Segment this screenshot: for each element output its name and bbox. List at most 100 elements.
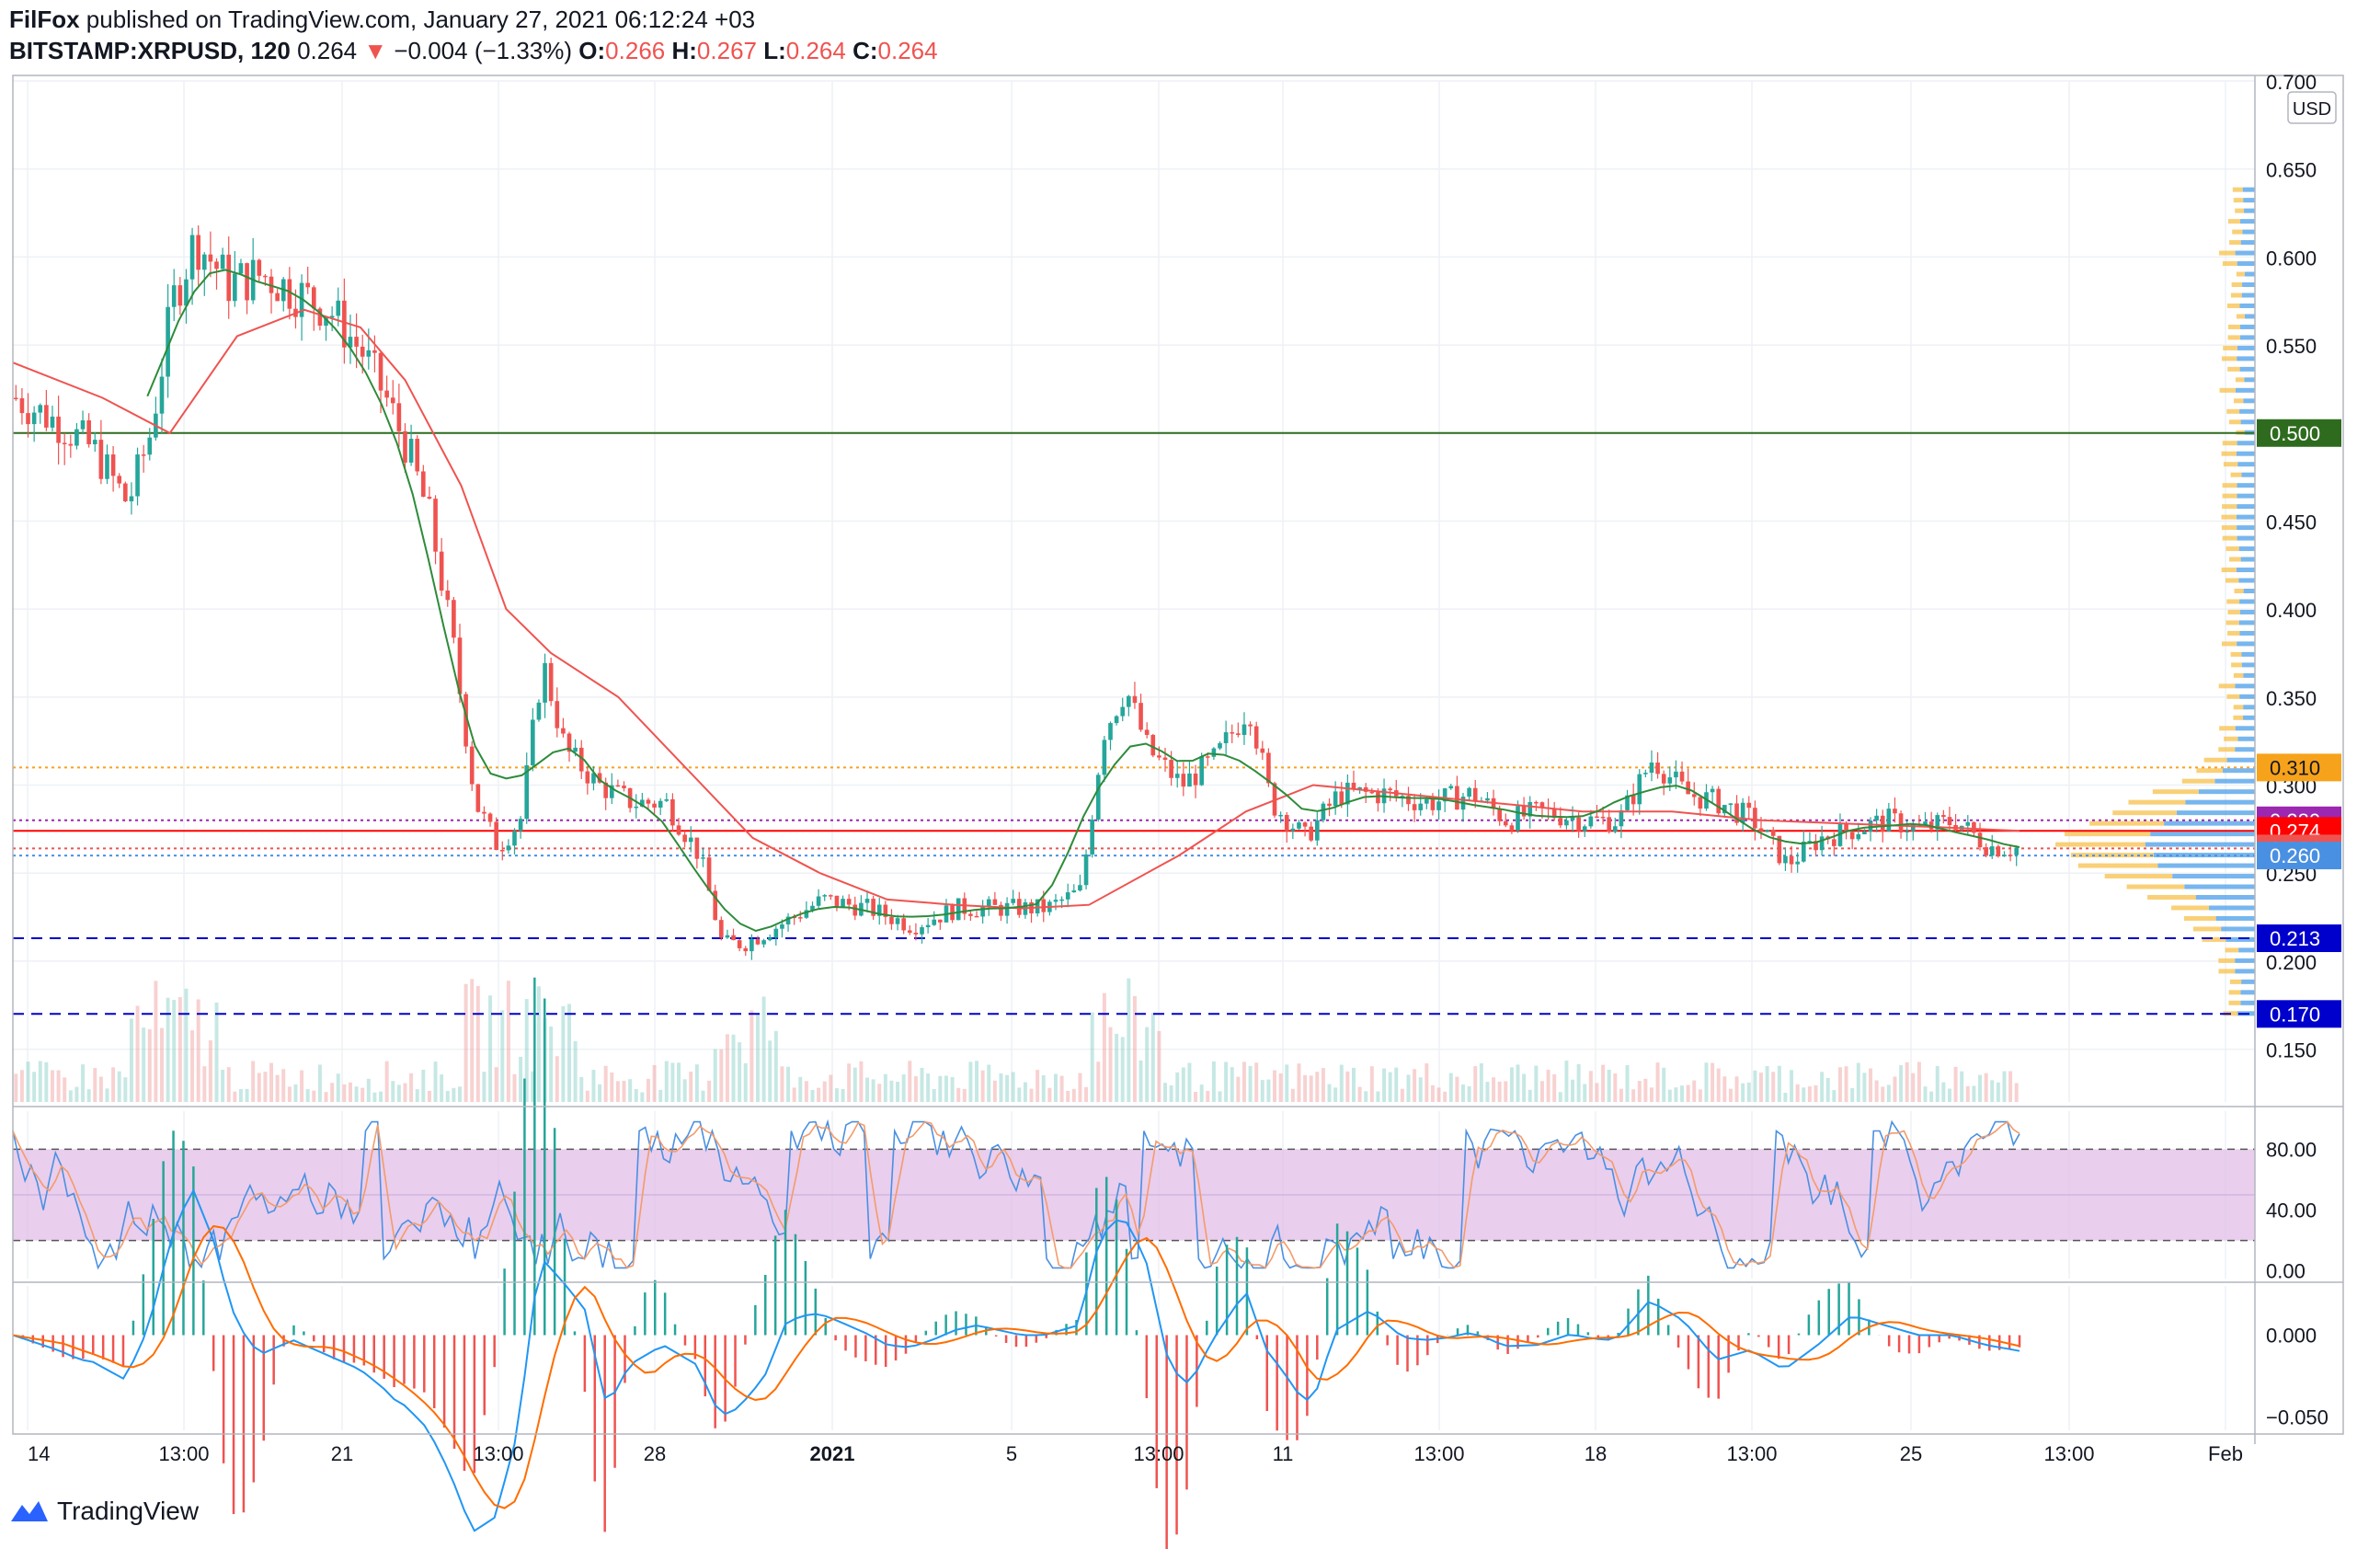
candle-body — [512, 831, 517, 846]
candle-body — [1090, 820, 1094, 855]
price-tick-label: 0.450 — [2266, 511, 2317, 534]
volume-bar — [883, 1073, 887, 1102]
candle-body — [1667, 777, 1673, 784]
volume-bar — [817, 1087, 821, 1102]
candle-body — [177, 285, 183, 306]
profile-bar-blue — [2239, 599, 2255, 604]
volume-bar — [1546, 1069, 1550, 1102]
volume-bar — [1436, 1087, 1441, 1102]
candle-body — [1984, 847, 1988, 856]
profile-bar-blue — [2244, 271, 2255, 277]
volume-bar — [944, 1075, 948, 1102]
volume-bar — [1248, 1065, 1253, 1102]
candle-body — [1253, 726, 1259, 749]
publisher-name[interactable]: FilFox — [9, 6, 80, 33]
candle-body — [968, 913, 973, 916]
volume-bar — [1497, 1081, 1502, 1102]
candle-body — [1570, 817, 1575, 820]
profile-bar-yellow — [2231, 662, 2242, 668]
candle-body — [980, 907, 985, 917]
candle-body — [938, 919, 943, 923]
candle-body — [682, 834, 687, 843]
volume-bar — [1096, 1061, 1101, 1102]
profile-bar-yellow — [2229, 979, 2242, 984]
profile-bar-blue — [2176, 810, 2255, 816]
volume-bar — [1917, 1061, 1921, 1102]
candle-body — [171, 285, 177, 307]
volume-bar — [719, 1049, 724, 1102]
candle-body — [1278, 814, 1283, 817]
profile-bar-blue — [2195, 895, 2255, 900]
volume-bar — [305, 1089, 310, 1102]
volume-bar — [524, 999, 529, 1102]
profile-bar-yellow — [2065, 832, 2151, 837]
profile-bar-blue — [2236, 451, 2255, 456]
ma-slow-line — [12, 308, 2020, 910]
currency-badge[interactable]: USD — [2287, 91, 2337, 124]
volume-bar — [421, 1069, 426, 1102]
candle-body — [597, 773, 602, 783]
profile-bar-yellow — [2223, 345, 2237, 350]
candle-body — [658, 800, 663, 808]
candle-body — [1728, 803, 1734, 806]
symbol-name[interactable]: BITSTAMP:XRPUSD — [9, 37, 237, 64]
level-label-bg — [2257, 1000, 2341, 1028]
volume-bar — [713, 1049, 717, 1102]
profile-bar-blue — [2239, 694, 2255, 699]
candle-body — [749, 939, 754, 952]
volume-bar — [348, 1082, 352, 1102]
profile-bar-blue — [2242, 187, 2255, 192]
volume-bar — [500, 1010, 505, 1102]
profile-bar-blue — [2215, 915, 2255, 921]
profile-bar-yellow — [2147, 895, 2196, 900]
profile-bar-yellow — [2202, 936, 2226, 942]
candle-body — [354, 337, 359, 347]
profile-bar-yellow — [2181, 778, 2215, 784]
profile-bar-blue — [2237, 483, 2255, 488]
candle-body — [536, 702, 542, 720]
candle-body — [1905, 831, 1909, 832]
profile-bar-yellow — [2183, 915, 2216, 921]
profile-bar-blue — [2237, 504, 2255, 510]
volume-bar — [379, 1091, 383, 1102]
volume-bar — [366, 1078, 371, 1102]
candle-body — [920, 927, 924, 935]
candle-body — [1679, 771, 1685, 782]
volume-bar — [1844, 1066, 1848, 1102]
profile-bar-blue — [2150, 832, 2255, 837]
interval[interactable]: 120 — [250, 37, 291, 64]
candle-body — [531, 719, 535, 765]
price-axis[interactable]: 0.700 0.650 0.600 0.550 0.500 0.450 0.400 0.350… — [2266, 71, 2329, 1429]
volume-bar — [56, 1070, 61, 1102]
volume-bar — [1990, 1080, 1995, 1102]
candle-body — [421, 471, 426, 498]
volume-bar — [494, 1067, 498, 1102]
candle-body — [1327, 803, 1332, 807]
price-tick-label: 0.700 — [2266, 71, 2317, 94]
volume-bar — [336, 1073, 340, 1102]
candle-body — [378, 352, 383, 391]
volume-bar — [1984, 1073, 1988, 1102]
volume-bar — [1972, 1085, 1976, 1102]
volume-bar — [1266, 1079, 1271, 1102]
candle-body — [1004, 902, 1010, 916]
volume-bar — [1655, 1062, 1660, 1102]
macd-tick-label: 0.000 — [2266, 1325, 2317, 1348]
volume-bar — [852, 1067, 857, 1102]
volume-bar — [622, 1080, 626, 1102]
volume-bar — [342, 1084, 347, 1102]
candle-body — [846, 899, 852, 905]
stoch-d-line — [12, 1120, 2020, 1269]
tradingview-logo[interactable]: TradingView — [9, 1497, 199, 1526]
volume-bar — [1199, 1084, 1204, 1102]
candle-body — [1211, 748, 1217, 757]
volume-bar — [822, 1081, 827, 1102]
profile-bar-blue — [2239, 408, 2255, 414]
volume-bar — [458, 1086, 462, 1102]
time-axis[interactable]: 14 13:00 21 13:00 28 2021 5 13:00 11 13:00 18 13:00… — [28, 1442, 2243, 1465]
candle-body — [785, 916, 791, 924]
profile-bar-yellow — [2222, 535, 2237, 541]
volume-bar — [1539, 1081, 1544, 1102]
profile-bar-blue — [2237, 356, 2255, 361]
